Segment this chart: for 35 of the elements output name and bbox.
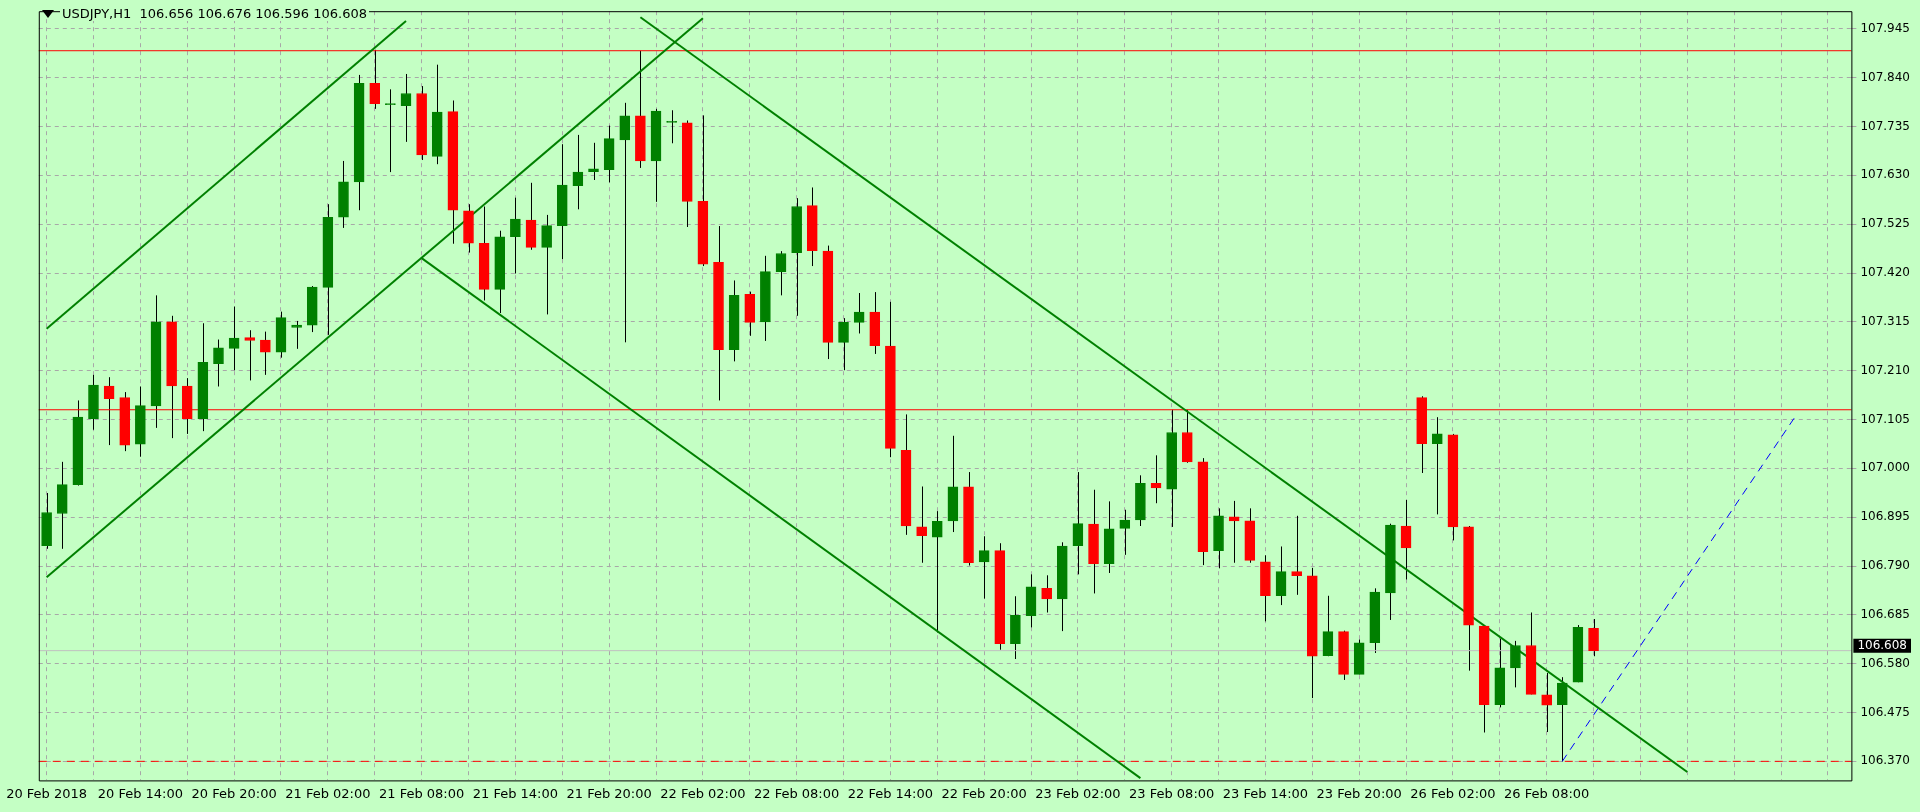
x-tick-label: 21 Feb 02:00 <box>285 785 371 801</box>
x-tick-label: 20 Feb 14:00 <box>97 785 184 801</box>
x-tick-label: 21 Feb 14:00 <box>472 785 559 801</box>
chart-title: USDJPY,H1 106.656 106.676 106.596 106.608 <box>60 6 369 21</box>
x-tick-label: 22 Feb 08:00 <box>753 785 840 801</box>
y-tick-label: 107.630 <box>1860 167 1910 182</box>
x-tick-label: 26 Feb 08:00 <box>1504 785 1590 801</box>
y-tick-label: 106.790 <box>1860 558 1910 573</box>
x-tick-label: 23 Feb 02:00 <box>1035 785 1121 801</box>
x-tick-label: 22 Feb 02:00 <box>660 785 746 801</box>
y-tick-label: 107.420 <box>1860 265 1910 280</box>
x-tick-label: 20 Feb 20:00 <box>191 785 277 801</box>
x-tick-label: 23 Feb 14:00 <box>1222 785 1309 801</box>
y-tick-label: 106.475 <box>1860 704 1910 719</box>
y-tick-label: 107.105 <box>1860 411 1910 426</box>
x-tick-label: 21 Feb 20:00 <box>566 785 652 801</box>
x-tick-label: 22 Feb 20:00 <box>941 785 1027 801</box>
y-tick-label: 106.370 <box>1860 753 1910 768</box>
y-tick-label: 106.580 <box>1860 655 1910 670</box>
y-tick-label: 107.315 <box>1860 313 1910 328</box>
y-tick-label: 106.895 <box>1860 509 1910 524</box>
y-tick-label: 107.525 <box>1860 216 1910 231</box>
y-tick-label: 107.945 <box>1860 21 1910 35</box>
y-tick-label: 107.735 <box>1860 118 1910 133</box>
y-tick-label: 106.685 <box>1860 606 1910 621</box>
x-tick-label: 23 Feb 08:00 <box>1129 785 1215 801</box>
y-tick-label: 107.210 <box>1860 362 1910 377</box>
x-tick-label: 26 Feb 02:00 <box>1410 785 1496 801</box>
ref-line-label: 106.608 <box>1857 637 1907 652</box>
y-tick-label: 107.000 <box>1860 460 1910 475</box>
x-tick-label: 23 Feb 20:00 <box>1316 785 1402 801</box>
x-tick-label: 22 Feb 14:00 <box>847 785 934 801</box>
x-tick-label: 20 Feb 2018 <box>6 785 88 801</box>
y-tick-label: 107.840 <box>1860 69 1910 84</box>
x-tick-label: 21 Feb 08:00 <box>378 785 465 801</box>
